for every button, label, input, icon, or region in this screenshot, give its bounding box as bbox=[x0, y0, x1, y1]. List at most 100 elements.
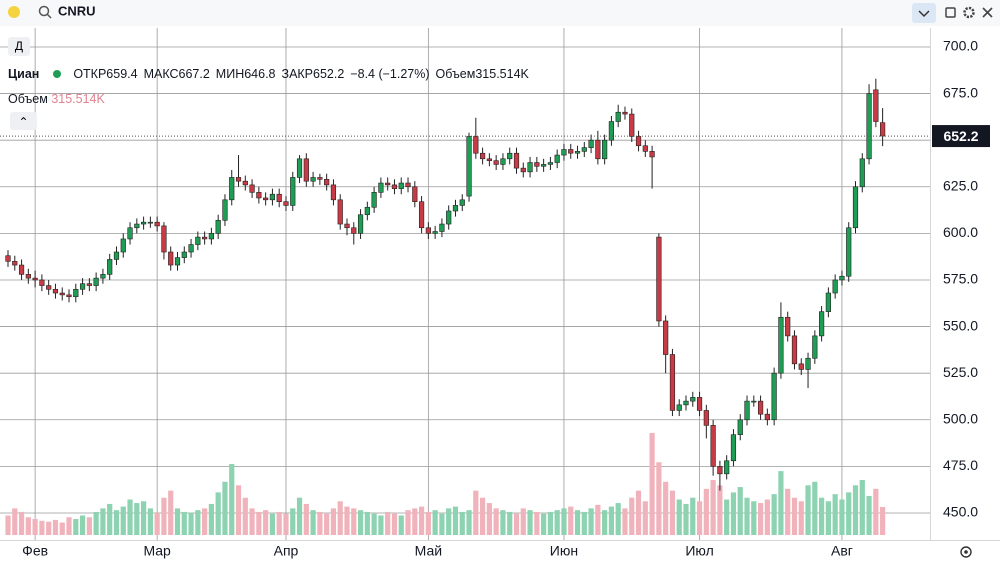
candle-body bbox=[208, 233, 215, 240]
candle-body bbox=[418, 201, 425, 229]
volume-bar bbox=[608, 506, 615, 535]
candle-body bbox=[554, 154, 560, 163]
volume-bar bbox=[846, 492, 852, 535]
candle-body bbox=[120, 238, 126, 253]
candle-body bbox=[391, 184, 398, 189]
volume-bar bbox=[330, 508, 337, 535]
candle-body bbox=[412, 186, 418, 202]
volume-legend: Объем 315.514K bbox=[8, 92, 105, 106]
candle-body bbox=[635, 136, 642, 147]
search-icon[interactable] bbox=[38, 5, 52, 19]
candle-body bbox=[256, 192, 262, 199]
window-button[interactable] bbox=[945, 7, 956, 18]
dropdown-button[interactable] bbox=[912, 3, 936, 23]
volume-bar bbox=[500, 510, 506, 535]
candle-body bbox=[134, 223, 140, 229]
volume-bar bbox=[486, 503, 492, 535]
collapse-button[interactable]: ⌃ bbox=[10, 112, 37, 130]
volume-bar bbox=[534, 511, 540, 535]
volume-bar bbox=[880, 507, 886, 535]
candle-body bbox=[86, 283, 92, 286]
candle-body bbox=[818, 311, 825, 337]
x-tick-label: Мар bbox=[143, 543, 171, 559]
volume-bar bbox=[12, 508, 18, 535]
volume-bar bbox=[649, 432, 655, 535]
candle-body bbox=[479, 152, 486, 160]
volume-bar bbox=[161, 497, 167, 535]
candle-body bbox=[446, 210, 452, 225]
candle-body bbox=[757, 400, 764, 415]
candle-body bbox=[32, 277, 38, 281]
volume-bar bbox=[507, 511, 513, 535]
x-tick-label: Май bbox=[415, 543, 442, 559]
candle-body bbox=[188, 244, 194, 253]
x-tick-label: Апр bbox=[274, 543, 299, 559]
candle-body bbox=[59, 292, 65, 296]
volume-bar bbox=[819, 497, 825, 535]
candle-body bbox=[113, 251, 120, 260]
volume-bar bbox=[127, 499, 133, 535]
candle-body bbox=[683, 400, 689, 406]
volume-bar bbox=[73, 519, 79, 535]
candle-body bbox=[174, 257, 181, 266]
candle-body bbox=[696, 397, 703, 411]
candle-body bbox=[473, 136, 479, 154]
volume-label: Объем bbox=[8, 92, 48, 106]
candle-body bbox=[710, 425, 716, 467]
volume-bar bbox=[120, 506, 126, 535]
volume-bar bbox=[32, 519, 38, 535]
stat: ОТКР659.4 bbox=[73, 67, 138, 81]
volume-bar bbox=[459, 511, 465, 535]
x-tick-label: Фев bbox=[22, 543, 48, 559]
volume-bar bbox=[832, 494, 838, 535]
candle-body bbox=[66, 294, 72, 298]
toolbar-bg bbox=[0, 0, 1000, 26]
x-tick-label: Июн bbox=[550, 543, 578, 559]
grid bbox=[0, 28, 930, 540]
candle-body bbox=[351, 227, 357, 234]
volume-bar bbox=[615, 503, 621, 535]
candle-body bbox=[744, 400, 750, 421]
candle-body bbox=[703, 410, 709, 426]
stat: Объем315.514K bbox=[435, 67, 529, 81]
candle-body bbox=[812, 335, 818, 359]
candle-body bbox=[839, 275, 845, 281]
settings-button[interactable] bbox=[963, 6, 975, 19]
close-button[interactable] bbox=[982, 7, 993, 18]
candle-body bbox=[622, 111, 628, 115]
volume-bar bbox=[317, 511, 323, 535]
volume-bar bbox=[656, 462, 662, 535]
volume-bar bbox=[46, 521, 52, 535]
candle-body bbox=[52, 288, 59, 294]
candle-body bbox=[493, 160, 499, 165]
candle-body bbox=[805, 357, 811, 370]
volume-bar bbox=[493, 508, 499, 535]
volume-bar bbox=[791, 497, 798, 535]
volume-bar bbox=[696, 501, 703, 535]
auto-scale-button[interactable] bbox=[960, 546, 972, 558]
interval-button[interactable]: Д bbox=[8, 37, 30, 56]
status-dot bbox=[8, 6, 20, 18]
candle-body bbox=[73, 288, 79, 298]
volume-bar bbox=[263, 510, 269, 535]
y-tick-label: 550.0 bbox=[943, 317, 978, 333]
volume-bar bbox=[527, 510, 533, 535]
candle-body bbox=[663, 320, 669, 355]
stat: −8.4 (−1.27%) bbox=[350, 67, 430, 81]
y-tick-label: 675.0 bbox=[943, 84, 978, 100]
volume-bar bbox=[866, 495, 872, 535]
volume-bar bbox=[805, 485, 811, 535]
volume-bar bbox=[622, 508, 628, 535]
volume-bar bbox=[452, 506, 459, 535]
candle-body bbox=[161, 225, 167, 253]
volume-bar bbox=[425, 511, 431, 535]
candle-body bbox=[269, 193, 276, 201]
volume-bar bbox=[757, 503, 764, 535]
volume-bar bbox=[676, 499, 682, 535]
candle-body bbox=[439, 223, 445, 232]
volume-bar bbox=[290, 508, 296, 535]
symbol[interactable]: CNRU bbox=[58, 3, 96, 18]
candle-body bbox=[141, 221, 147, 225]
volume-bar bbox=[215, 492, 221, 535]
candle-body bbox=[100, 274, 106, 279]
